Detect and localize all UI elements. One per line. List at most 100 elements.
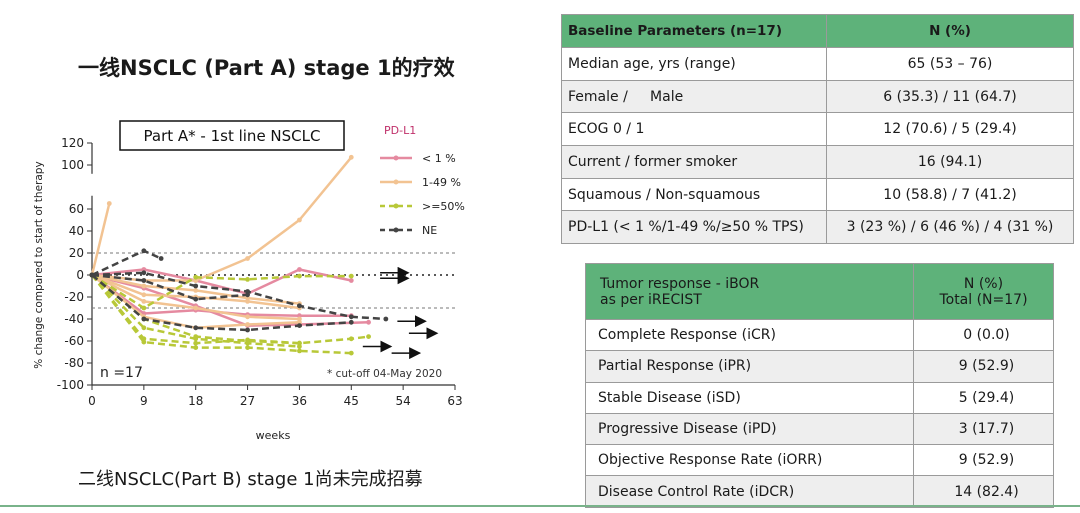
chart-title-box [119, 120, 345, 151]
baseline-parameters-table: Baseline Parameters (n=17) N (%) Median … [561, 14, 1074, 245]
table-row: Current / former smoker 16 (94.1) [561, 145, 1074, 179]
series-line [91, 274, 352, 355]
series-point [141, 292, 147, 298]
chart-legend: PD-L1 < 1 % 1-49 % >=50% NE [380, 124, 465, 237]
series-point [193, 340, 199, 346]
table-cell: 16 (94.1) [826, 145, 1074, 179]
series-point [193, 305, 199, 311]
legend-label: >=50% [422, 200, 465, 213]
x-tick-label: 27 [240, 394, 255, 408]
table-cell: Objective Response Rate (iORR) [585, 444, 914, 477]
table-cell: Progressive Disease (iPD) [585, 412, 914, 446]
table-row: Progressive Disease (iPD) 3 (17.7) [585, 412, 1054, 446]
table-row: Squamous / Non-squamous 10 (58.8) / 7 (41… [561, 177, 1074, 212]
series-point [366, 334, 371, 339]
series-point [141, 248, 147, 254]
table-cell: 0 (0.0) [913, 318, 1054, 352]
y-tick-label: 100 [61, 158, 84, 172]
x-tick-label: 0 [88, 394, 96, 408]
y-tick-label: 120 [61, 136, 84, 150]
table-cell: 6 (35.3) / 11 (64.7) [826, 79, 1074, 114]
series-point [193, 345, 199, 350]
table-row: Stable Disease (iSD) 5 (29.4) [585, 381, 1054, 414]
y-tick-label: -20 [64, 290, 84, 304]
legend-marker [393, 203, 399, 209]
series-point [245, 289, 250, 294]
bottom-divider [0, 505, 1080, 507]
legend-title: PD-L1 [384, 124, 416, 137]
series-point [245, 322, 250, 327]
series-point [193, 274, 199, 280]
series-point [245, 256, 250, 261]
table-row: Complete Response (iCR) 0 (0.0) [585, 318, 1054, 352]
series-point [141, 283, 147, 289]
series-point [141, 278, 147, 283]
series-point [193, 278, 199, 283]
series-point [158, 256, 164, 261]
y-tick-label: -40 [64, 312, 84, 326]
table-header-cell: Tumor response - iBOR as per iRECIST [585, 263, 914, 320]
chart-text: weeks % change compared to start of thera… [33, 120, 442, 442]
table-cell: 9 (52.9) [913, 350, 1054, 383]
series-line [91, 273, 248, 301]
series-point [193, 296, 199, 302]
table-header-cell: N (%) [826, 14, 1074, 48]
series-point [89, 272, 95, 278]
series-point [348, 336, 354, 342]
y-tick-label: 40 [69, 224, 84, 238]
x-tick-label: 9 [140, 394, 148, 408]
x-tick-label: 18 [188, 394, 203, 408]
table-cell: Partial Response (iPR) [585, 350, 914, 383]
table-row: Median age, yrs (range) 65 (53 – 76) [561, 47, 1074, 81]
series-point [297, 267, 302, 272]
table-header-row: Tumor response - iBOR as per iRECIST N (… [585, 263, 1054, 320]
series-point [245, 299, 250, 304]
series-point [348, 350, 354, 356]
series-point [245, 345, 250, 350]
series-point [297, 319, 302, 325]
table-cell: Median age, yrs (range) [561, 47, 827, 81]
series-point [297, 340, 302, 346]
series-point [193, 325, 199, 331]
chart-axes: -100 -80 -60 -40 -20 0 20 40 60 100 120 0 9 18 27 36 45 5… [57, 136, 463, 408]
chart-series [89, 154, 389, 356]
series-line [90, 203, 111, 276]
table-cell: 65 (53 – 76) [826, 47, 1074, 81]
series-point [348, 278, 354, 283]
series-line [91, 156, 353, 282]
series-point [141, 267, 147, 272]
table-cell: Current / former smoker [561, 145, 827, 179]
sample-size-label: n =17 [100, 365, 143, 381]
series-line [91, 274, 352, 332]
header-line: Tumor response - iBOR [600, 275, 760, 292]
legend-label: NE [422, 224, 437, 237]
series-point [245, 340, 250, 346]
legend-marker [393, 179, 399, 185]
series-point [245, 327, 250, 333]
series-point [297, 316, 302, 322]
cutoff-note: * cut-off 04-May 2020 [327, 368, 442, 380]
table-cell: 10 (58.8) / 7 (41.2) [826, 177, 1074, 212]
header-line: Total (N=17) [939, 291, 1028, 308]
header-line: N (%) [963, 275, 1004, 292]
table-cell: 3 (23 %) / 6 (46 %) / 4 (31 %) [826, 210, 1074, 245]
series-point [106, 201, 112, 206]
x-axis-label: weeks [256, 429, 291, 442]
x-tick-label: 45 [344, 394, 359, 408]
series-line [91, 273, 352, 310]
table-row: Female / Male 6 (35.3) / 11 (64.7) [561, 79, 1074, 114]
series-point [297, 217, 302, 223]
series-point [245, 314, 250, 320]
footnote-text: 二线NSCLC(Part B) stage 1尚未完成招募 [78, 469, 423, 490]
series-point [245, 295, 250, 301]
series-point [141, 316, 147, 322]
series-point [383, 316, 389, 322]
ongoing-arrows [362, 266, 439, 360]
table-cell: Squamous / Non-squamous [561, 177, 827, 212]
chart-title: Part A* - 1st line NSCLC [144, 127, 321, 145]
series-point [366, 319, 371, 325]
series-point [141, 299, 147, 304]
legend-label: < 1 % [422, 152, 456, 165]
y-tick-label: -60 [64, 334, 84, 348]
table-cell: Stable Disease (iSD) [585, 381, 914, 414]
